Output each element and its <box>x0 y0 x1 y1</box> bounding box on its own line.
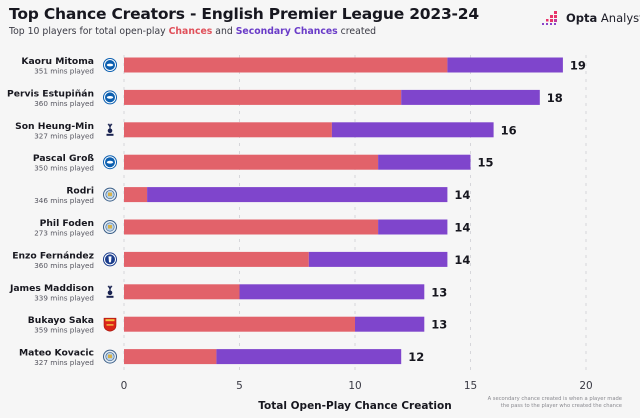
bar-chances <box>124 89 402 105</box>
subtitle-suffix: created <box>337 26 377 37</box>
bar-secondary-chances <box>216 349 402 365</box>
bar-chances <box>124 187 148 203</box>
bar-chances <box>124 349 217 365</box>
player-name: Rodri <box>66 186 94 197</box>
bar-chances <box>124 154 379 170</box>
bar-secondary-chances <box>378 219 448 235</box>
man-city-ship <box>108 225 112 229</box>
player-name: Son Heung-Min <box>15 121 94 132</box>
arsenal-banner <box>105 319 115 322</box>
player-name: Kaoru Mitoma <box>21 56 94 67</box>
bar-chances <box>124 122 332 138</box>
opta-dots-icon <box>542 11 557 25</box>
player-name: Phil Foden <box>40 218 94 229</box>
player-name: Pascal Groß <box>33 153 95 164</box>
total-label: 13 <box>431 318 447 332</box>
tottenham-badge-icon <box>107 128 113 134</box>
minutes-played: 351 mins played <box>34 67 94 76</box>
bar-chances <box>124 284 240 300</box>
minutes-played: 339 mins played <box>34 293 94 302</box>
total-label: 13 <box>431 285 447 299</box>
minutes-played: 273 mins played <box>34 229 94 238</box>
player-name: James Maddison <box>9 283 94 294</box>
footnote-line-2: the pass to the player who created the c… <box>500 403 622 409</box>
total-label: 19 <box>570 59 586 73</box>
tottenham-cockerel-head <box>107 285 113 290</box>
x-tick-label: 10 <box>348 380 361 392</box>
bar-secondary-chances <box>401 89 540 105</box>
tottenham-ball-base <box>106 295 114 298</box>
brand-name: Opta Analyst <box>566 11 640 25</box>
bar-secondary-chances <box>447 57 563 73</box>
minutes-played: 327 mins played <box>34 358 94 367</box>
bar-chances <box>124 57 448 73</box>
player-name: Bukayo Saka <box>28 315 94 326</box>
tottenham-cockerel-head <box>107 123 113 128</box>
opta-analyst-logo: Opta Analyst <box>540 10 640 26</box>
subtitle-prefix: Top 10 players for total open-play <box>9 26 169 37</box>
bar-secondary-chances <box>355 316 425 332</box>
arsenal-cannon <box>106 324 114 326</box>
player-name: Enzo Fernández <box>12 250 94 261</box>
footnote: A secondary chance created is when a pla… <box>488 396 622 410</box>
bar-secondary-chances <box>331 122 494 138</box>
total-label: 16 <box>501 123 517 137</box>
tottenham-ball-base <box>106 133 114 136</box>
x-tick-label: 20 <box>579 380 592 392</box>
legend-chances: Chances <box>168 26 213 37</box>
bar-secondary-chances <box>378 154 471 170</box>
legend-secondary: Secondary Chances <box>235 26 338 37</box>
player-name: Pervis Estupiñán <box>7 88 94 99</box>
tottenham-badge-icon <box>107 290 113 296</box>
minutes-played: 359 mins played <box>34 326 94 335</box>
man-city-ship <box>108 192 112 197</box>
bar-chances <box>124 219 379 235</box>
total-label: 18 <box>547 91 563 105</box>
chart-title: Top Chance Creators - English Premier Le… <box>9 5 479 23</box>
player-name: Mateo Kovacic <box>19 348 94 359</box>
chart-subtitle: Top 10 players for total open-play Chanc… <box>9 26 376 37</box>
total-label: 15 <box>478 156 494 170</box>
x-tick-label: 5 <box>236 380 243 392</box>
brighton-seagull <box>106 63 114 67</box>
bar-chances <box>124 251 309 267</box>
brighton-seagull <box>106 96 114 99</box>
subtitle-mid: and <box>212 26 236 37</box>
brighton-seagull <box>106 160 114 164</box>
total-label: 12 <box>408 350 424 364</box>
total-label: 14 <box>454 188 470 202</box>
minutes-played: 360 mins played <box>34 99 94 108</box>
minutes-played: 360 mins played <box>34 261 94 270</box>
bar-secondary-chances <box>308 251 448 267</box>
x-tick-label: 0 <box>121 380 128 392</box>
minutes-played: 346 mins played <box>34 196 94 205</box>
man-city-ship <box>108 354 112 359</box>
minutes-played: 327 mins played <box>34 131 94 140</box>
total-label: 14 <box>454 221 470 235</box>
total-label: 14 <box>454 253 470 267</box>
x-axis-label: Total Open-Play Chance Creation <box>258 400 451 412</box>
minutes-played: 350 mins played <box>34 164 94 173</box>
bar-secondary-chances <box>147 187 448 203</box>
bar-chances <box>124 316 355 332</box>
bar-secondary-chances <box>239 284 425 300</box>
footnote-line-1: A secondary chance created is when a pla… <box>487 396 622 402</box>
chelsea-lion <box>108 256 112 263</box>
x-tick-label: 15 <box>464 380 477 392</box>
